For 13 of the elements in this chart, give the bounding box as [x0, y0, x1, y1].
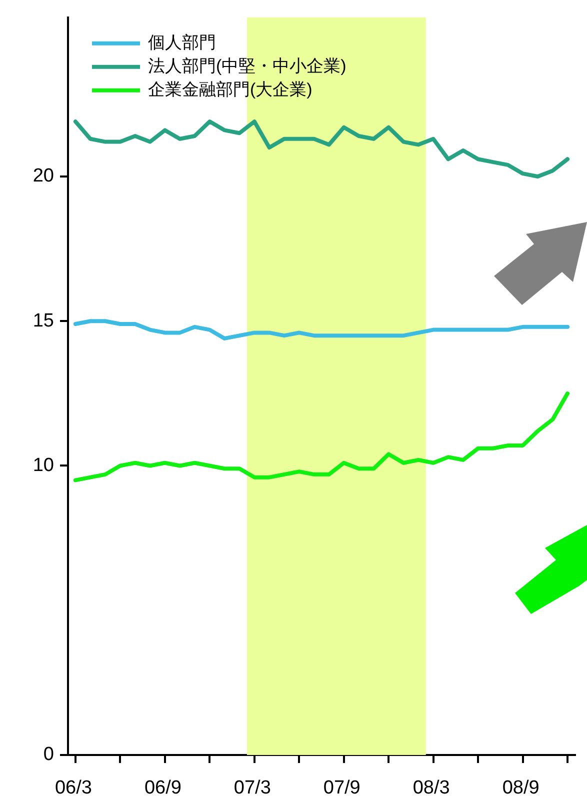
- x-tick-label: 06/3: [54, 778, 92, 799]
- x-tick-label: 07/3: [234, 778, 271, 799]
- y-tick-label: 20: [32, 166, 54, 187]
- x-tick-label: 07/9: [323, 778, 360, 799]
- y-tick-label: 15: [32, 310, 54, 332]
- legend-label: 法人部門(中堅・中小企業): [148, 56, 346, 76]
- x-tick-label: 08/3: [412, 778, 450, 799]
- x-tick-label: 08/9: [502, 778, 540, 799]
- x-tick-label: 06/9: [144, 778, 182, 799]
- legend-label: 個人部門: [148, 33, 216, 52]
- y-tick-label: 10: [32, 454, 54, 476]
- y-tick-label: 0: [43, 744, 54, 766]
- legend-label: 企業金融部門(大企業): [148, 80, 312, 100]
